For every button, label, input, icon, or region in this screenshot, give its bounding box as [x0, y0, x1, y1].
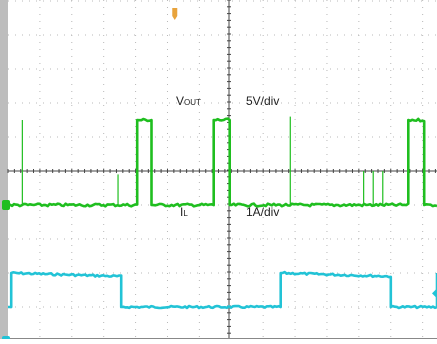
trigger-marker — [172, 8, 178, 20]
il-ground-marker — [2, 200, 10, 210]
vout-level-marker — [432, 288, 437, 299]
il-scale: 1A/div — [246, 205, 280, 219]
vout-trace — [8, 270, 437, 310]
il-label: IL — [180, 205, 188, 219]
vout-scale: 5V/div — [246, 94, 280, 108]
il-trace — [7, 117, 437, 208]
left-border — [0, 0, 8, 339]
vout-label: VOUT — [176, 94, 201, 108]
